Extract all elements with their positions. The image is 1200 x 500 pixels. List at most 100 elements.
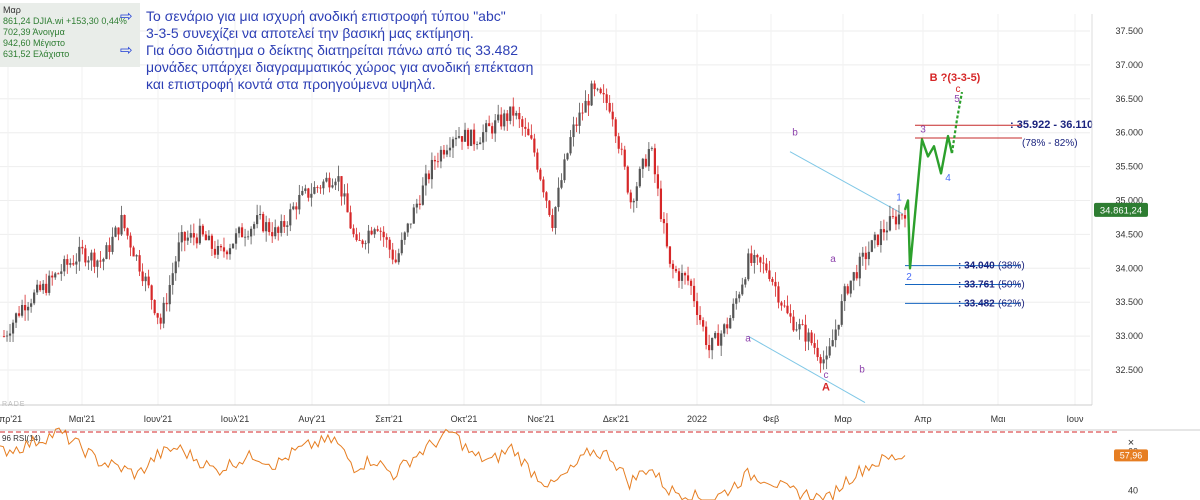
candle-body	[331, 185, 334, 188]
time-axis: απρ'21 Μαι'21 Ιουν'21 Ιουλ'21 Αυγ'21 Σεπ'21 Οκ…	[0, 404, 1092, 424]
candle	[732, 298, 735, 321]
candle	[8, 323, 12, 343]
candle	[301, 186, 304, 196]
candle-body	[168, 285, 171, 305]
candle	[262, 211, 265, 233]
candle	[466, 127, 470, 150]
candle-body	[695, 301, 699, 316]
candle	[897, 204, 901, 230]
candle-body	[843, 286, 846, 302]
candle	[180, 225, 183, 252]
candle	[439, 146, 443, 169]
candle-body	[509, 106, 512, 121]
candle-body	[858, 256, 861, 279]
candle-body	[231, 243, 235, 249]
candle-body	[222, 247, 226, 252]
candle	[153, 299, 156, 316]
candle	[530, 124, 533, 140]
candle	[283, 215, 286, 234]
x-tick-label: Απρ	[914, 414, 931, 424]
candle	[114, 225, 117, 238]
candle	[304, 184, 307, 194]
close-icon: ×	[1128, 437, 1134, 449]
candle	[602, 84, 605, 103]
candle	[63, 255, 66, 277]
candle	[213, 240, 217, 259]
candle-body	[39, 284, 42, 291]
candle-body	[355, 234, 358, 241]
candle	[560, 173, 563, 190]
candle-body	[466, 129, 470, 146]
candle-body	[27, 306, 30, 311]
candle	[497, 104, 500, 123]
candle	[572, 116, 575, 147]
y-tick-label: 35.500	[1115, 162, 1143, 172]
candle	[343, 184, 346, 205]
candle	[147, 269, 150, 289]
candle-body	[777, 286, 780, 303]
candle-body	[409, 223, 412, 225]
candle-body	[352, 228, 355, 235]
candle-body	[491, 126, 494, 134]
candle-body	[346, 193, 349, 213]
candle	[2, 330, 6, 338]
annotation-line: 3-3-5 συνεχίζει να αποτελεί την βασική μ…	[146, 25, 474, 41]
candle-body	[54, 273, 57, 278]
candle	[138, 249, 141, 277]
annotation-line: Για όσο διάστημα ο δείκτης διατηρείται π…	[146, 42, 519, 58]
candle	[268, 218, 271, 236]
candle-body	[370, 230, 373, 235]
candle	[726, 317, 729, 335]
candle-body	[210, 235, 214, 249]
candle	[485, 119, 488, 142]
candle-body	[671, 263, 675, 269]
candle	[412, 204, 415, 224]
candle-body	[60, 271, 63, 274]
x-tick-label: Οκτ'21	[451, 414, 478, 424]
candle	[858, 252, 861, 287]
candle	[150, 284, 153, 310]
x-tick-label: Αυγ'21	[298, 414, 325, 424]
candle-body	[750, 253, 753, 263]
candle-body	[328, 177, 331, 188]
candle	[512, 97, 515, 127]
candle-body	[292, 206, 295, 210]
candle-body	[5, 335, 9, 337]
candle-body	[102, 258, 105, 262]
channel-line	[747, 335, 866, 403]
candle-body	[614, 119, 617, 137]
candle	[521, 115, 524, 136]
candle	[566, 152, 569, 161]
candle	[677, 268, 681, 288]
candle	[409, 223, 412, 229]
x-tick-label: 2022	[687, 414, 707, 424]
candle	[96, 259, 99, 278]
candle-body	[668, 246, 672, 264]
candle	[307, 187, 310, 202]
info-line: Μαρ	[3, 5, 21, 15]
candle-body	[174, 261, 177, 274]
x-tick-label: Δεκ'21	[603, 414, 629, 424]
candle-body	[361, 240, 364, 245]
rsi-line	[0, 427, 906, 500]
candle	[319, 184, 322, 194]
candle-body	[156, 313, 159, 318]
candle-body	[99, 260, 102, 262]
candle	[84, 244, 87, 267]
candle-body	[460, 136, 464, 142]
candle-body	[759, 257, 762, 263]
candle	[17, 306, 21, 318]
candle-body	[563, 159, 566, 181]
candle-body	[243, 236, 247, 238]
candle-body	[277, 227, 280, 233]
candle-body	[623, 149, 626, 167]
candle-body	[204, 234, 207, 241]
candle	[171, 262, 174, 295]
candle	[45, 273, 48, 296]
candle	[698, 306, 702, 325]
candle-body	[545, 192, 548, 201]
candle-body	[705, 326, 708, 346]
candle-body	[903, 215, 907, 219]
candle	[430, 152, 433, 189]
candle	[352, 224, 355, 238]
